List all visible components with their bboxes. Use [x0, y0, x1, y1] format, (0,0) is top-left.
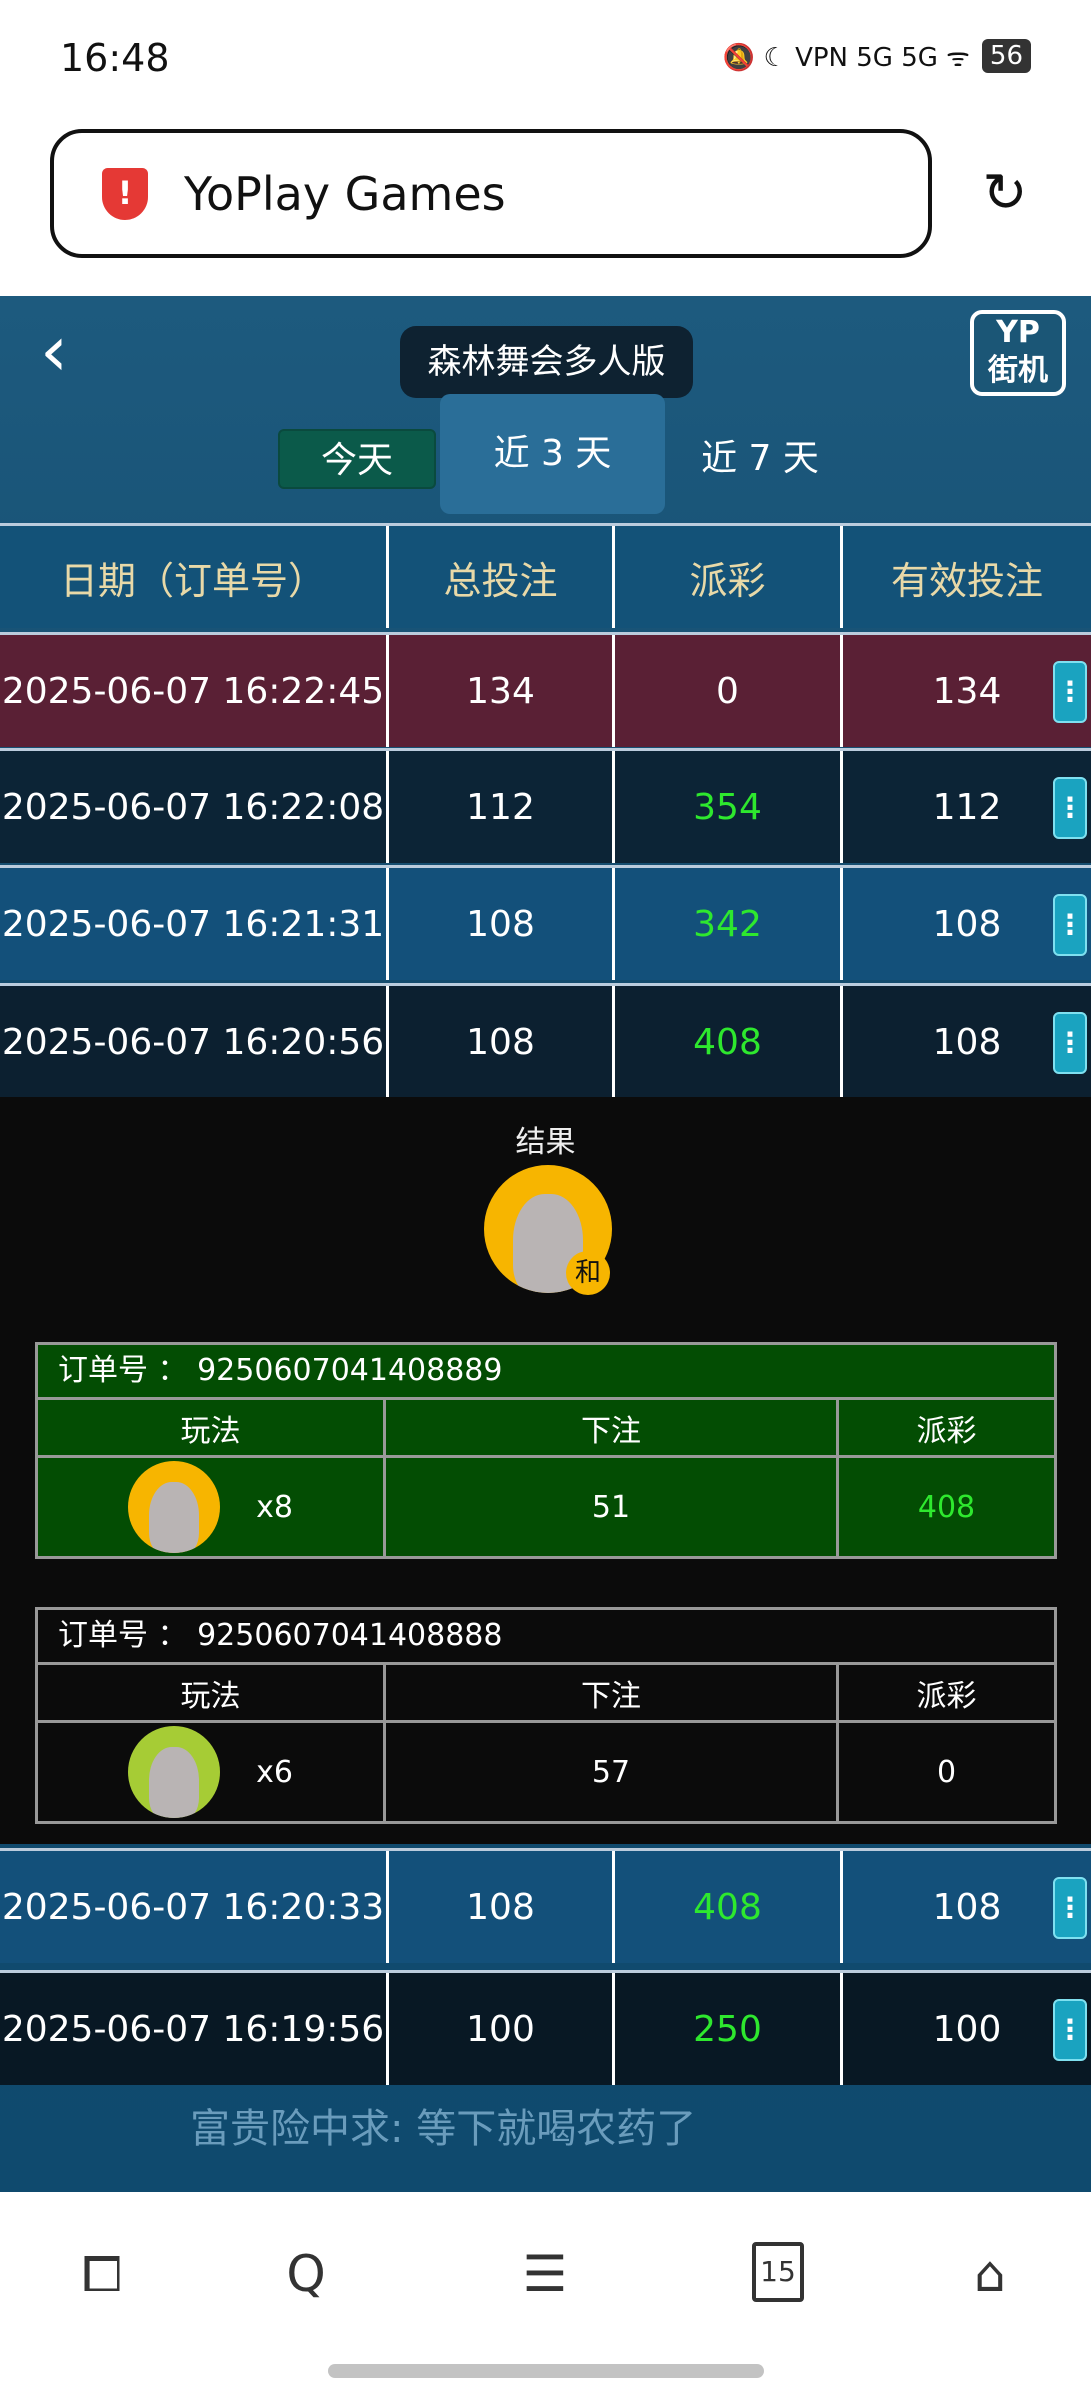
play-cell: x6	[38, 1723, 386, 1821]
logo-subtext: 街机	[988, 353, 1048, 388]
row-payout: 408	[615, 1851, 843, 1963]
header-payout: 派彩	[916, 1413, 977, 1449]
order-number: 9250607041408889	[197, 1353, 503, 1388]
back-icon[interactable]: ‹	[40, 310, 68, 392]
game-title: 森林舞会多人版	[400, 326, 693, 398]
order-table: 订单号 ： 9250607041408889 玩法 下注 派彩 x8 51 408	[35, 1342, 1057, 1559]
shield-alert-icon[interactable]: !	[102, 167, 148, 220]
row-valid: 112	[932, 786, 1002, 828]
header-payout: 派彩	[916, 1678, 977, 1714]
header-bet: 下注	[386, 1400, 839, 1455]
row-valid: 108	[932, 903, 1002, 945]
col-total: 总投注	[389, 526, 615, 628]
table-row[interactable]: 2025-06-07 16:22:45 134 0 134 ⋮	[0, 632, 1091, 747]
menu-icon[interactable]: ☰	[522, 2245, 568, 2303]
table-row[interactable]: 2025-06-07 16:21:31 108 342 108 ⋮	[0, 865, 1091, 980]
multiplier: x8	[256, 1489, 293, 1525]
row-date: 2025-06-07 16:19:56	[0, 1973, 389, 2085]
more-button[interactable]: ⋮	[1053, 777, 1087, 839]
close-tab-icon[interactable]: ⧠	[82, 2245, 122, 2303]
row-total: 134	[389, 635, 615, 747]
clock: 16:48	[60, 36, 170, 80]
rabbit-avatar	[128, 1726, 221, 1818]
col-payout: 派彩	[615, 526, 843, 628]
col-date: 日期（订单号）	[0, 526, 389, 628]
status-icons: 🔕 ☾ VPN 5G 5G ᯤ	[722, 43, 970, 73]
reload-icon[interactable]: ↻	[982, 161, 1028, 224]
row-date: 2025-06-07 16:22:45	[0, 635, 389, 747]
row-payout: 250	[615, 1973, 843, 2085]
row-date: 2025-06-07 16:20:56	[0, 986, 389, 1098]
order-number-row: 订单号 ： 9250607041408889	[38, 1345, 1054, 1400]
row-date: 2025-06-07 16:20:33	[0, 1851, 389, 1963]
table-header: 日期（订单号） 总投注 派彩 有效投注	[0, 523, 1091, 628]
row-valid: 100	[932, 2008, 1002, 2050]
search-icon[interactable]: Q	[286, 2245, 326, 2303]
tab-today[interactable]: 今天	[278, 429, 436, 489]
order-number: 9250607041408888	[197, 1618, 503, 1653]
more-button[interactable]: ⋮	[1053, 1012, 1087, 1074]
row-total: 100	[389, 1973, 615, 2085]
row-date: 2025-06-07 16:22:08	[0, 751, 389, 863]
game-area: ‹ 森林舞会多人版 YP 街机 近 3 天 今天 近 7 天 日期（订单号） 总投…	[0, 296, 1091, 2192]
result-badge: 和	[566, 1251, 610, 1295]
more-button[interactable]: ⋮	[1053, 1999, 1087, 2061]
yp-logo: YP 街机	[970, 310, 1066, 396]
order-number-row: 订单号 ： 9250607041408888	[38, 1610, 1054, 1665]
row-payout: 342	[615, 868, 843, 980]
more-button[interactable]: ⋮	[1053, 661, 1087, 723]
row-total: 108	[389, 868, 615, 980]
row-total: 108	[389, 986, 615, 1098]
more-button[interactable]: ⋮	[1053, 894, 1087, 956]
row-date: 2025-06-07 16:21:31	[0, 868, 389, 980]
order-table: 订单号 ： 9250607041408888 玩法 下注 派彩 x6 57 0	[35, 1607, 1057, 1824]
table-row[interactable]: 2025-06-07 16:20:56 108 408 108 ⋮	[0, 983, 1091, 1098]
header-play: 玩法	[38, 1400, 386, 1455]
order-label: 订单号 ：	[58, 1618, 188, 1653]
payout-cell: 408	[917, 1489, 976, 1525]
chat-message: 富贵险中求: 等下就喝农药了	[190, 2106, 697, 2152]
header-bet: 下注	[386, 1665, 839, 1720]
table-row[interactable]: 2025-06-07 16:19:56 100 250 100 ⋮	[0, 1970, 1091, 2085]
tab-7-days[interactable]: 近 7 天	[701, 438, 819, 479]
row-payout: 354	[615, 751, 843, 863]
tab-3-days[interactable]: 近 3 天	[440, 394, 665, 514]
table-row[interactable]: 2025-06-07 16:20:33 108 408 108 ⋮	[0, 1848, 1091, 1963]
rabbit-avatar	[128, 1461, 221, 1553]
home-icon[interactable]: ⌂	[974, 2245, 1006, 2303]
more-button[interactable]: ⋮	[1053, 1877, 1087, 1939]
status-bar: 16:48 🔕 ☾ VPN 5G 5G ᯤ 56	[0, 0, 1091, 120]
result-label: 结果	[515, 1125, 576, 1160]
row-payout: 0	[615, 635, 843, 747]
bet-cell: 51	[386, 1458, 839, 1556]
payout-cell: 0	[936, 1754, 957, 1790]
row-total: 108	[389, 1851, 615, 1963]
page-title: YoPlay Games	[184, 166, 506, 221]
status-indicators: 🔕 ☾ VPN 5G 5G ᯤ 56	[723, 38, 1031, 74]
row-payout: 408	[615, 986, 843, 1098]
table-row[interactable]: 2025-06-07 16:22:08 112 354 112 ⋮	[0, 748, 1091, 863]
tabs-icon[interactable]: 15	[752, 2242, 804, 2302]
col-valid: 有效投注	[890, 558, 1043, 603]
multiplier: x6	[256, 1754, 293, 1790]
row-valid: 108	[932, 1886, 1002, 1928]
battery-icon: 56	[981, 39, 1031, 73]
row-valid: 134	[932, 670, 1002, 712]
header-play: 玩法	[38, 1665, 386, 1720]
logo-text: YP	[996, 315, 1040, 350]
address-bar[interactable]: ! YoPlay Games	[50, 129, 932, 258]
order-label: 订单号 ：	[58, 1353, 188, 1388]
bet-cell: 57	[386, 1723, 839, 1821]
order-detail-panel: 结果 和 订单号 ： 9250607041408889 玩法 下注 派彩 x8 51 4…	[0, 1097, 1091, 1844]
home-indicator[interactable]	[328, 2364, 764, 2378]
play-cell: x8	[38, 1458, 386, 1556]
row-total: 112	[389, 751, 615, 863]
row-valid: 108	[932, 1021, 1002, 1063]
